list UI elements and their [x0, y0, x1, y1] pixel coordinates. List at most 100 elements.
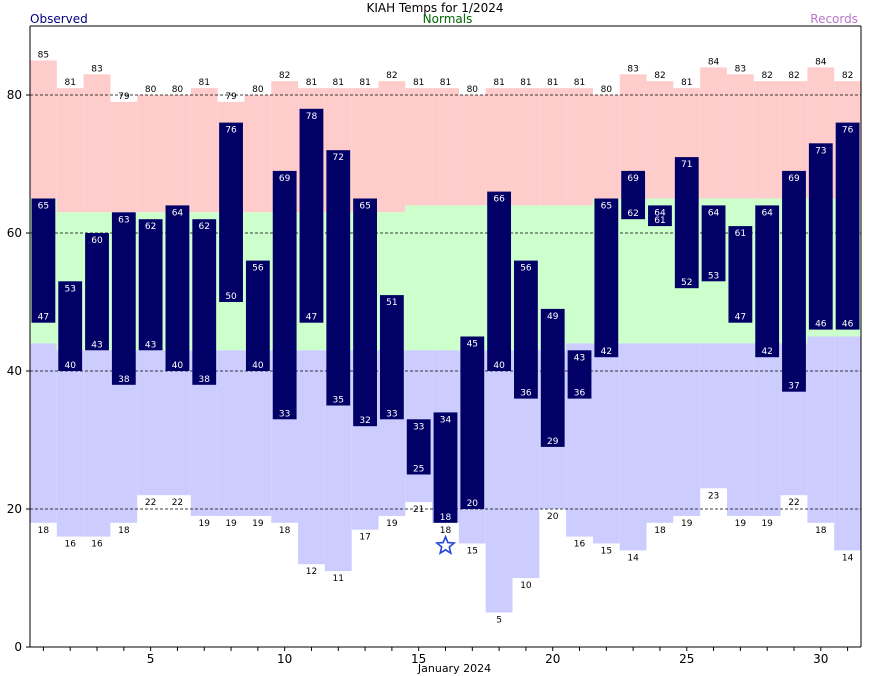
- record-high-label: 84: [708, 57, 720, 67]
- observed-low-label: 61: [654, 216, 665, 226]
- record-high-label: 81: [440, 78, 451, 88]
- record-high-band: [351, 88, 379, 213]
- chart-title: KIAH Temps for 1/2024: [366, 1, 504, 15]
- observed-high-label: 73: [815, 146, 826, 156]
- record-low-label: 18: [279, 526, 291, 536]
- observed-low-label: 40: [172, 361, 184, 371]
- record-low-band: [619, 343, 647, 551]
- record-low-label: 16: [91, 540, 103, 550]
- observed-high-label: 51: [386, 298, 397, 308]
- record-high-band: [190, 88, 218, 213]
- observed-low-label: 43: [145, 340, 156, 350]
- record-high-label: 80: [601, 85, 613, 95]
- record-high-label: 83: [91, 64, 102, 74]
- x-tick-label: 20: [545, 652, 560, 666]
- observed-bar: [835, 122, 860, 330]
- record-low-band: [700, 343, 727, 489]
- record-low-label: 18: [440, 526, 452, 536]
- record-high-label: 81: [493, 78, 504, 88]
- record-high-band: [753, 81, 781, 199]
- record-star-marker: [434, 534, 457, 555]
- record-high-band: [110, 101, 138, 213]
- y-tick-label: 0: [14, 640, 22, 654]
- x-axis-title: January 2024: [417, 662, 491, 675]
- observed-bar: [487, 191, 512, 371]
- record-high-label: 84: [815, 57, 827, 67]
- record-high-label: 81: [413, 78, 424, 88]
- observed-low-label: 32: [359, 416, 370, 426]
- observed-high-label: 69: [788, 174, 800, 184]
- observed-high-label: 64: [654, 208, 666, 218]
- observed-high-label: 45: [467, 340, 478, 350]
- record-low-label: 19: [386, 519, 398, 529]
- observed-low-label: 40: [493, 361, 505, 371]
- record-low-label: 16: [64, 540, 76, 550]
- record-low-label: 22: [145, 498, 156, 508]
- record-high-band: [539, 88, 567, 206]
- observed-high-label: 49: [547, 312, 559, 322]
- normal-band: [619, 198, 647, 344]
- x-tick-label: 30: [813, 652, 828, 666]
- record-low-band: [753, 343, 781, 516]
- record-high-label: 81: [681, 78, 692, 88]
- record-low-label: 10: [520, 581, 532, 591]
- observed-low-label: 50: [225, 292, 237, 302]
- observed-high-label: 62: [199, 222, 210, 232]
- record-low-label: 19: [225, 519, 237, 529]
- record-high-label: 80: [145, 85, 157, 95]
- normal-band: [458, 205, 486, 351]
- observed-high-label: 64: [761, 208, 773, 218]
- observed-low-label: 42: [761, 347, 772, 357]
- observed-bar: [245, 260, 270, 371]
- observed-low-label: 46: [842, 320, 854, 330]
- observed-low-label: 46: [815, 320, 827, 330]
- observed-low-label: 40: [252, 361, 264, 371]
- record-high-label: 82: [654, 71, 665, 81]
- observed-bar: [111, 212, 136, 385]
- observed-bar: [433, 412, 458, 523]
- record-high-band: [83, 74, 111, 213]
- observed-bar: [594, 198, 619, 358]
- observed-high-label: 76: [842, 126, 854, 136]
- record-high-band: [726, 74, 754, 199]
- observed-bar: [728, 226, 753, 323]
- record-high-label: 81: [333, 78, 344, 88]
- observed-high-label: 56: [252, 264, 264, 274]
- observed-high-label: 64: [172, 208, 184, 218]
- legend-normals: Normals: [422, 12, 473, 26]
- record-low-label: 18: [815, 526, 827, 536]
- record-low-label: 14: [842, 553, 854, 563]
- record-high-label: 83: [627, 64, 638, 74]
- observed-bar: [31, 198, 56, 323]
- observed-bar: [85, 233, 109, 351]
- observed-bar: [755, 205, 780, 358]
- observed-bar: [782, 170, 806, 392]
- record-high-band: [566, 88, 593, 206]
- record-low-band: [83, 350, 111, 537]
- record-low-band: [244, 350, 272, 516]
- record-high-label: 81: [520, 78, 531, 88]
- observed-bar: [138, 219, 163, 351]
- observed-low-label: 40: [64, 361, 76, 371]
- record-high-band: [378, 81, 406, 213]
- observed-high-label: 69: [627, 174, 639, 184]
- record-high-label: 80: [172, 85, 184, 95]
- record-low-label: 23: [708, 491, 719, 501]
- observed-low-label: 36: [520, 389, 532, 399]
- observed-high-label: 62: [145, 222, 156, 232]
- record-low-label: 21: [413, 505, 424, 515]
- observed-low-label: 20: [467, 499, 479, 509]
- legend-observed: Observed: [30, 12, 88, 26]
- observed-high-label: 78: [306, 112, 318, 122]
- record-high-band: [512, 88, 540, 206]
- record-high-band: [432, 88, 459, 206]
- normal-band: [405, 205, 433, 351]
- observed-high-label: 65: [601, 202, 612, 212]
- observed-low-label: 38: [118, 375, 130, 385]
- observed-bar: [674, 157, 699, 289]
- record-low-label: 16: [574, 540, 586, 550]
- normal-band: [432, 205, 459, 351]
- observed-low-label: 33: [386, 409, 397, 419]
- observed-low-label: 25: [413, 465, 424, 475]
- observed-low-label: 37: [788, 382, 799, 392]
